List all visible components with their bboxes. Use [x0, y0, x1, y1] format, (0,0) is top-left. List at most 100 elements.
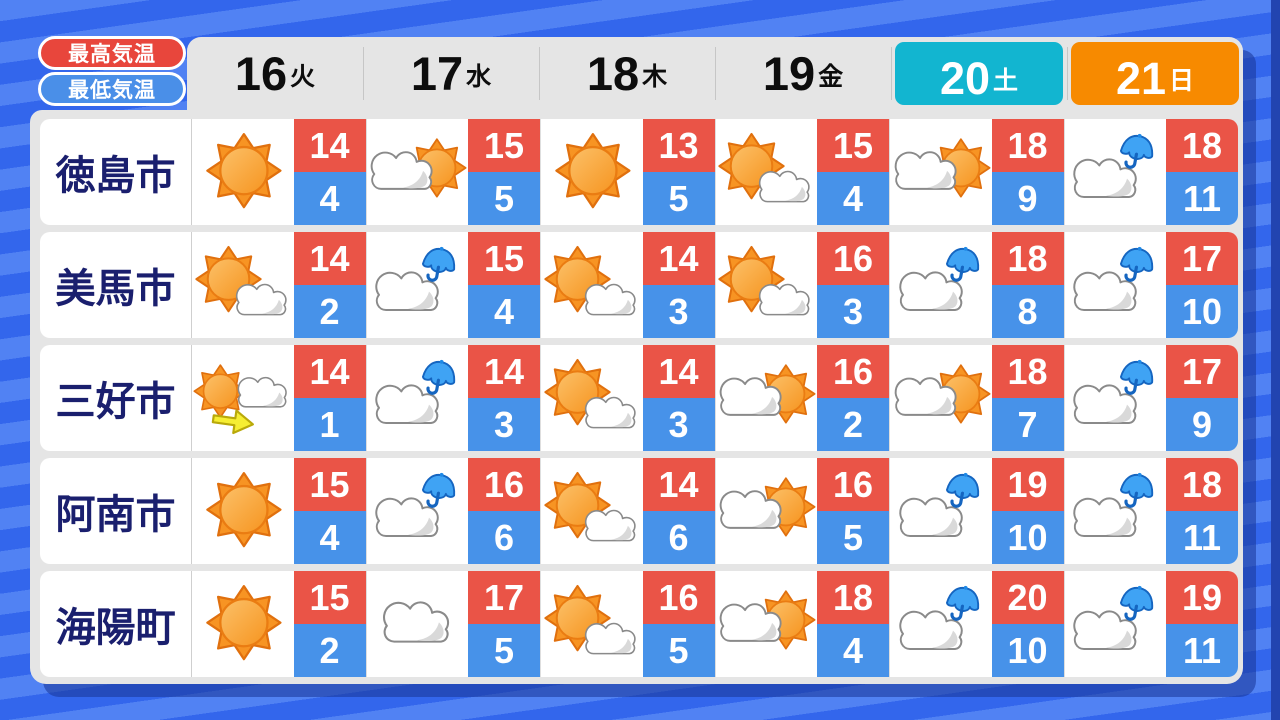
weather-icon-area	[192, 571, 294, 677]
low-temp: 7	[991, 398, 1064, 451]
city-name: 海陽町	[40, 571, 192, 677]
header-day-number: 21	[1115, 52, 1167, 104]
low-temp: 11	[1166, 624, 1238, 677]
cloud-umbrella-icon	[891, 468, 991, 554]
sun-cloud-icon	[542, 355, 642, 441]
header-day-number: 20	[939, 52, 991, 104]
forecast-cell: 17 5	[365, 571, 540, 677]
header-day-of-week: 木	[642, 63, 668, 92]
low-temp: 4	[293, 511, 366, 564]
weather-icon-area	[1065, 458, 1167, 564]
high-temp: 17	[1166, 345, 1238, 398]
low-temp: 3	[642, 285, 715, 338]
cloud-sun-icon	[891, 355, 991, 441]
weather-icon-area	[541, 345, 643, 451]
sun-arrow-cloud-icon	[193, 355, 293, 441]
forecast-cell: 15 4	[192, 458, 366, 564]
weather-icon-area	[716, 458, 818, 564]
sunny-icon	[193, 129, 293, 215]
high-temp: 14	[642, 458, 715, 511]
cloud-icon	[367, 581, 467, 667]
temperature-block: 15 4	[293, 458, 366, 564]
weather-icon-area	[367, 571, 469, 677]
header-day-number: 18	[586, 46, 640, 100]
high-temp: 14	[642, 345, 715, 398]
sun-cloud-icon	[193, 242, 293, 328]
high-temp: 18	[1166, 119, 1238, 172]
cloud-umbrella-icon	[891, 581, 991, 667]
temperature-block: 14 2	[293, 232, 366, 338]
table-row: 三好市 14 1 14 3 14 3 16 2 18 7 17 9	[40, 345, 1238, 451]
forecast-cell: 18 7	[889, 345, 1064, 451]
weather-icon-area	[541, 571, 643, 677]
weather-icon-area	[367, 345, 469, 451]
forecast-cell: 16 2	[714, 345, 889, 451]
forecast-cell: 14 2	[192, 232, 366, 338]
cloud-sun-icon	[716, 581, 816, 667]
weather-icon-area	[890, 345, 992, 451]
sun-cloud-icon	[716, 242, 816, 328]
weather-icon-area	[1065, 232, 1167, 338]
header-day-number: 19	[762, 46, 816, 100]
high-temp: 18	[991, 345, 1064, 398]
temperature-block: 15 2	[293, 571, 366, 677]
low-temp: 11	[1166, 511, 1238, 564]
low-temp-legend-badge: 最低気温	[38, 72, 186, 106]
high-temp: 15	[468, 232, 540, 285]
header-day-of-week: 金	[818, 63, 844, 92]
high-temp: 13	[642, 119, 715, 172]
weather-icon-area	[1065, 119, 1167, 225]
forecast-cell: 18 8	[889, 232, 1064, 338]
forecast-panel: 徳島市 14 4 15 5 13 5 15 4 18 9 18 11 美馬市 14 2 15 4 14 3 16 3 18 8…	[30, 110, 1243, 684]
temperature-block: 14 4	[293, 119, 366, 225]
cloud-umbrella-icon	[1065, 129, 1165, 215]
low-temp: 4	[468, 285, 540, 338]
cloud-sun-icon	[716, 468, 816, 554]
high-temp: 14	[468, 345, 540, 398]
high-temp: 16	[642, 571, 715, 624]
forecast-cell: 14 6	[540, 458, 715, 564]
high-temp: 16	[817, 458, 889, 511]
temperature-block: 13 5	[642, 119, 715, 225]
high-temp: 16	[817, 345, 889, 398]
cloud-umbrella-icon	[1065, 581, 1165, 667]
low-temp: 10	[991, 511, 1064, 564]
high-temp: 16	[468, 458, 540, 511]
low-temp-legend-label: 最低気温	[68, 79, 156, 102]
temperature-block: 16 2	[817, 345, 889, 451]
high-temp: 18	[1166, 458, 1238, 511]
temperature-block: 18 4	[817, 571, 889, 677]
low-temp: 9	[1166, 398, 1238, 451]
header-day-of-week: 土	[993, 67, 1019, 95]
forecast-cell: 14 3	[365, 345, 540, 451]
low-temp: 10	[1166, 285, 1238, 338]
forecast-cell: 17 10	[1063, 232, 1238, 338]
weather-icon-area	[541, 458, 643, 564]
cloud-sun-icon	[716, 355, 816, 441]
temperature-block: 16 5	[817, 458, 889, 564]
low-temp: 4	[817, 172, 889, 225]
legend: 最高気温 最低気温	[38, 36, 186, 106]
forecast-cell: 16 6	[365, 458, 540, 564]
temperature-block: 17 10	[1166, 232, 1238, 338]
header-day-16: 16 火	[187, 37, 363, 110]
weather-icon-area	[192, 119, 294, 225]
temperature-block: 17 9	[1166, 345, 1238, 451]
header-day-21: 21 日	[1067, 37, 1243, 110]
high-temp: 14	[293, 232, 366, 285]
temperature-block: 16 6	[468, 458, 540, 564]
sunny-icon	[542, 129, 642, 215]
temperature-block: 19 11	[1166, 571, 1238, 677]
low-temp: 3	[468, 398, 540, 451]
sun-cloud-icon	[716, 129, 816, 215]
forecast-cell: 14 1	[192, 345, 366, 451]
header-day-chip: 20 土	[895, 42, 1063, 105]
city-name: 徳島市	[40, 119, 192, 225]
weather-icon-area	[890, 119, 992, 225]
temperature-block: 16 5	[642, 571, 715, 677]
low-temp: 3	[642, 398, 715, 451]
high-temp: 20	[991, 571, 1064, 624]
temperature-block: 16 3	[817, 232, 889, 338]
city-name: 美馬市	[40, 232, 192, 338]
low-temp: 5	[468, 624, 540, 677]
